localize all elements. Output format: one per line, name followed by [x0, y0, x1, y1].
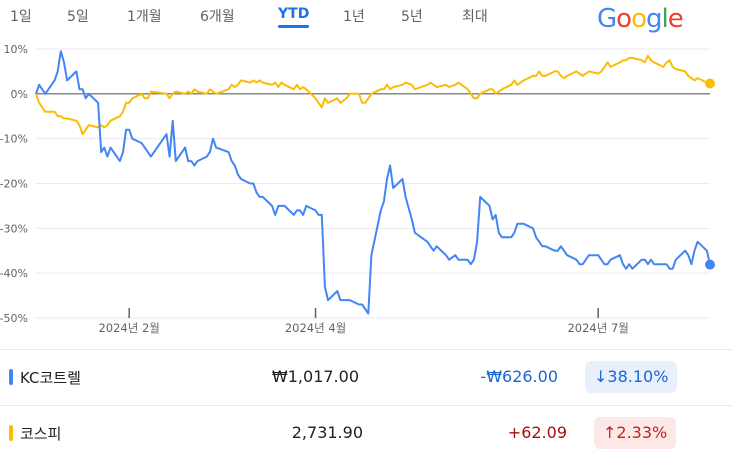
series-change: +62.09	[507, 423, 567, 442]
series-line	[35, 54, 711, 136]
series-change: -₩626.00	[480, 367, 558, 386]
tab-1d[interactable]: 1일	[10, 9, 32, 25]
tab-1y[interactable]: 1년	[343, 9, 365, 25]
tab-5d[interactable]: 5일	[67, 9, 89, 25]
tab-6m[interactable]: 6개월	[200, 9, 235, 25]
tab-5y[interactable]: 5년	[401, 9, 423, 25]
tab-ytd[interactable]: YTD	[278, 6, 310, 28]
active-tab-indicator	[278, 25, 310, 28]
logo-letter: e	[667, 4, 684, 34]
series-name: 코스피	[20, 425, 62, 443]
y-tick-label: -20%	[0, 177, 28, 190]
y-tick-label: -30%	[0, 222, 28, 235]
tab-max[interactable]: 최대	[462, 9, 488, 25]
series-endpoint	[705, 259, 715, 270]
legend-row-kc[interactable]: KC코트렐 ₩1,017.00 -₩626.00 ↓38.10%	[0, 349, 732, 404]
tab-1m[interactable]: 1개월	[127, 9, 162, 25]
percent-value: 2.33%	[616, 423, 668, 442]
y-tick-label: 0%	[11, 88, 28, 101]
series-name: KC코트렐	[20, 369, 81, 387]
series-swatch	[9, 369, 13, 385]
percent-value: 38.10%	[607, 367, 669, 386]
logo-letter: l	[661, 4, 669, 34]
series-price: 2,731.90	[291, 423, 363, 442]
series-line	[35, 50, 711, 315]
price-chart[interactable]: 10% 0% -10% -20% -30% -40% -50% 2024년 2월 2024년 4…	[0, 40, 732, 340]
logo-letter: o	[631, 4, 647, 34]
range-tabs: 1일 5일 1개월 6개월 YTD 1년 5년 최대	[0, 0, 600, 34]
google-logo: Google	[597, 4, 684, 34]
arrow-up-icon: ↑	[603, 423, 617, 442]
logo-letter: o	[616, 4, 632, 34]
series-swatch	[9, 425, 13, 441]
logo-letter: g	[646, 4, 662, 34]
arrow-down-icon: ↓	[594, 367, 608, 386]
logo-letter: G	[597, 4, 617, 34]
y-tick-label: -40%	[0, 267, 28, 280]
y-tick-label: 10%	[4, 43, 28, 56]
x-tick-label: 2024년 7월	[567, 321, 628, 335]
series-price: ₩1,017.00	[271, 367, 359, 386]
percent-badge: ↓38.10%	[585, 361, 678, 393]
x-tick-label: 2024년 4월	[285, 321, 346, 335]
tab-ytd-label: YTD	[278, 6, 310, 22]
x-tick-label: 2024년 2월	[98, 321, 159, 335]
legend-row-kospi[interactable]: 코스피 2,731.90 +62.09 ↑2.33%	[0, 405, 732, 460]
y-tick-label: -10%	[0, 133, 28, 146]
series-endpoint	[705, 78, 715, 89]
percent-badge: ↑2.33%	[594, 417, 677, 449]
y-tick-label: -50%	[0, 312, 28, 325]
